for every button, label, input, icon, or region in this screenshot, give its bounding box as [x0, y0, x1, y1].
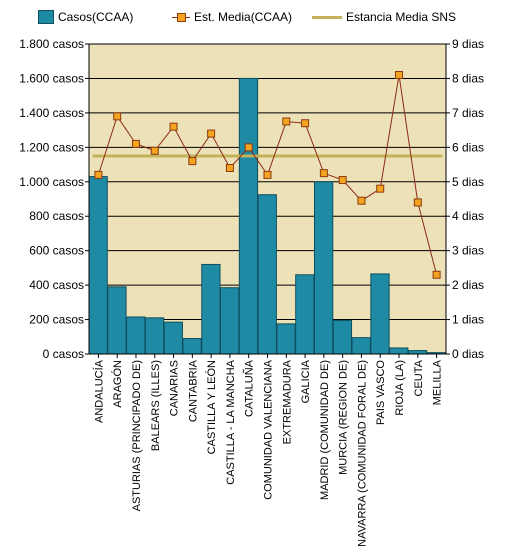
x-tick-label: CASTILLA - LA MANCHA	[225, 359, 237, 484]
bar	[201, 263, 221, 355]
bar	[107, 286, 127, 355]
avg-stay-marker	[263, 170, 272, 179]
x-tick-label: MURCIA (REGION DE)	[338, 360, 350, 475]
x-tick-label: RIOJA (LA)	[394, 360, 406, 416]
avg-stay-marker	[244, 143, 253, 152]
bar	[238, 77, 259, 355]
bar	[276, 323, 296, 355]
avg-stay-marker	[413, 198, 422, 207]
x-tick-label: BALEARS (ILLES)	[150, 360, 162, 451]
avg-stay-marker	[395, 71, 404, 79]
x-tick-label: COMUNIDAD VALENCIANA	[263, 359, 275, 499]
x-tick-label: CASTILLA Y LEÓN	[205, 360, 218, 454]
x-tick-label: PAIS VASCO	[375, 360, 387, 425]
x-tick-label: CATALUÑA	[243, 359, 256, 417]
bar	[407, 350, 428, 355]
avg-stay-marker	[432, 270, 441, 279]
left-tick-label: 1.600 casos	[19, 71, 84, 85]
right-tick-label: 8 dias	[452, 71, 484, 85]
x-tick-label: MELILLA	[432, 359, 444, 405]
avg-stay-marker	[282, 117, 291, 126]
legend-item-avg-stay: Est. Media(CCAA)	[172, 10, 292, 24]
chart-legend: Casos(CCAA) Est. Media(CCAA) Estancia Me…	[0, 8, 511, 28]
avg-stay-marker	[319, 169, 328, 178]
right-tick-label: 4 dias	[452, 209, 484, 223]
bar	[257, 194, 277, 355]
bar	[144, 317, 165, 355]
avg-stay-marker	[169, 122, 178, 131]
left-tick-label: 400 casos	[29, 278, 84, 292]
avg-stay-marker	[113, 112, 122, 121]
right-tick-label: 1 dias	[452, 313, 484, 327]
left-tick-label: 0 casos	[43, 347, 84, 361]
right-tick-label: 9 dias	[452, 37, 484, 51]
legend-item-cases: Casos(CCAA)	[38, 10, 133, 24]
left-tick-label: 800 casos	[29, 209, 84, 223]
avg-stay-marker	[94, 170, 103, 179]
right-tick-label: 5 dias	[452, 175, 484, 189]
bar	[351, 337, 371, 355]
right-tick-label: 0 dias	[452, 347, 484, 361]
avg-stay-marker	[301, 119, 310, 128]
right-tick-label: 7 dias	[452, 106, 484, 120]
avg-stay-marker	[188, 157, 197, 166]
avg-stay-marker	[338, 176, 347, 185]
x-tick-label: ARAGÓN	[111, 360, 124, 408]
x-tick-label: ASTURIAS (PRINCIPADO DE)	[131, 360, 143, 511]
legend-swatch-sns	[312, 15, 342, 19]
x-tick-label: EXTREMADURA	[281, 359, 293, 444]
avg-stay-marker	[131, 139, 140, 148]
bar	[220, 287, 240, 355]
avg-stay-marker	[150, 146, 159, 155]
x-tick-label: ANDALUCÍA	[92, 359, 105, 423]
avg-stay-marker	[357, 196, 366, 205]
right-tick-label: 3 dias	[452, 244, 484, 258]
right-tick-label: 2 dias	[452, 278, 484, 292]
bar	[126, 316, 146, 355]
legend-swatch-avg-stay	[172, 11, 190, 23]
left-tick-label: 1.200 casos	[19, 140, 84, 154]
legend-label-sns: Estancia Media SNS	[346, 10, 457, 24]
avg-stay-marker	[225, 164, 234, 172]
left-tick-label: 1.800 casos	[19, 37, 84, 51]
bar	[370, 273, 390, 355]
avg-stay-marker	[376, 184, 385, 193]
x-tick-label: CANTABRIA	[187, 359, 199, 422]
bar	[295, 274, 315, 355]
legend-item-sns: Estancia Media SNS	[312, 10, 456, 24]
bar	[332, 319, 353, 355]
x-tick-label: NAVARRA (COMUNIDAD FORAL DE)	[356, 360, 368, 547]
legend-label-avg-stay: Est. Media(CCAA)	[194, 10, 293, 24]
bar	[313, 181, 334, 355]
x-tick-label: CANARIAS	[169, 360, 181, 416]
bar	[389, 347, 409, 355]
left-tick-label: 1.400 casos	[19, 106, 84, 120]
left-tick-label: 600 casos	[29, 244, 84, 258]
bar	[182, 338, 202, 355]
x-tick-label: CEUTA	[413, 359, 425, 396]
x-tick-label: GALICIA	[300, 359, 312, 403]
legend-swatch-cases	[38, 10, 54, 24]
bar	[163, 321, 183, 355]
right-tick-label: 6 dias	[452, 140, 484, 154]
bar	[88, 176, 108, 355]
left-tick-label: 1.000 casos	[19, 175, 84, 189]
avg-stay-marker	[207, 129, 216, 138]
legend-label-cases: Casos(CCAA)	[58, 10, 134, 24]
left-tick-label: 200 casos	[29, 313, 84, 327]
x-tick-label: MADRID (COMUNIDAD DE)	[319, 360, 331, 500]
